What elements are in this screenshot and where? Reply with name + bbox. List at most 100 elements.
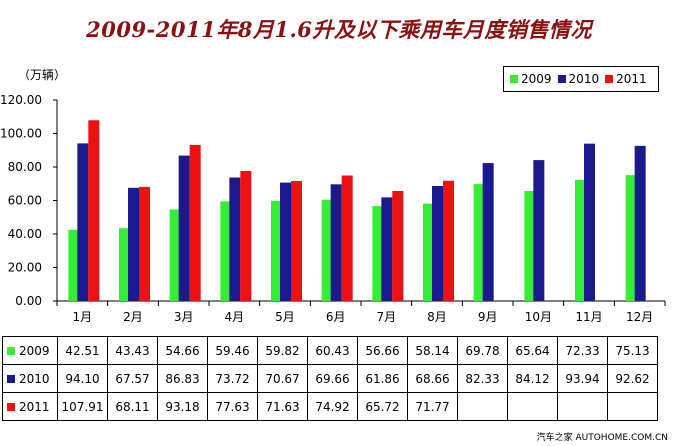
bar-2009 (372, 206, 384, 301)
table-cell (457, 392, 508, 421)
bar-2010 (482, 163, 494, 301)
y-tick-label: 20.00 (8, 261, 42, 275)
table-cell: 74.92 (307, 392, 358, 421)
table-cell: 72.33 (557, 336, 608, 365)
bar-2010 (77, 143, 89, 301)
bar-2010 (330, 184, 342, 301)
bar-2011 (189, 144, 201, 301)
bar-2009 (423, 203, 434, 301)
x-tick-label: 8月 (427, 310, 447, 324)
row-swatch (7, 347, 15, 355)
x-tick-label: 5月 (275, 310, 295, 324)
bar-2009 (169, 209, 181, 301)
table-row: 2009 42.51 43.43 54.66 59.46 59.82 60.43 56.66 5… (2, 336, 658, 365)
row-label: 2011 (19, 399, 50, 414)
bar-2010 (128, 187, 139, 301)
bar-2010 (381, 197, 393, 301)
bar-2009 (271, 200, 282, 301)
row-label: 2009 (19, 343, 50, 358)
data-table: 2009 42.51 43.43 54.66 59.46 59.82 60.43 56.66 5… (2, 336, 658, 421)
x-tick-label: 4月 (225, 310, 245, 324)
bar-2011 (88, 120, 100, 301)
table-cell: 71.77 (407, 392, 458, 421)
table-cell: 59.46 (207, 336, 258, 365)
bar-2011 (240, 170, 252, 301)
legend-swatch (510, 75, 518, 83)
table-cell: 43.43 (107, 336, 158, 365)
y-tick-label: 120.00 (0, 93, 42, 107)
table-cell: 84.12 (507, 364, 558, 393)
bar-2010 (432, 185, 443, 301)
y-tick-label: 0.00 (15, 294, 42, 308)
table-cell: 67.57 (107, 364, 158, 393)
bar-2009 (119, 228, 130, 301)
table-cell: 75.13 (607, 336, 658, 365)
x-tick-label: 2月 (123, 310, 143, 324)
bar-2011 (392, 190, 404, 301)
legend-swatch (557, 75, 566, 83)
table-cell: 69.66 (307, 364, 358, 393)
row-swatch (7, 375, 15, 383)
bar-2009 (68, 229, 80, 301)
x-tick-label: 3月 (174, 310, 194, 324)
legend-item: 2010 (557, 72, 600, 86)
table-cell: 54.66 (157, 336, 208, 365)
y-tick-label: 60.00 (8, 194, 42, 208)
table-cell: 58.14 (407, 336, 458, 365)
x-tick-label: 11月 (575, 310, 602, 324)
table-cell: 71.63 (257, 392, 308, 421)
x-tick-label: 10月 (525, 310, 552, 324)
row-header: 2011 (2, 392, 58, 421)
table-cell: 65.64 (507, 336, 558, 365)
bar-2011 (139, 186, 150, 301)
table-cell (507, 392, 558, 421)
table-cell: 69.78 (457, 336, 508, 365)
table-cell: 56.66 (357, 336, 408, 365)
bar-2011 (341, 175, 353, 301)
row-label: 2010 (19, 371, 50, 386)
legend-label: 2009 (521, 72, 552, 86)
table-cell: 92.62 (607, 364, 658, 393)
bar-2010 (584, 143, 595, 301)
table-cell: 61.86 (357, 364, 408, 393)
bar-2009 (220, 201, 232, 301)
bar-2009 (625, 175, 637, 301)
table-cell: 73.72 (207, 364, 258, 393)
bar-2010 (634, 145, 646, 301)
table-cell: 93.94 (557, 364, 608, 393)
table-cell: 60.43 (307, 336, 358, 365)
table-cell: 70.67 (257, 364, 308, 393)
bar-2011 (443, 180, 454, 301)
x-tick-label: 7月 (377, 310, 397, 324)
x-tick-label: 9月 (478, 310, 498, 324)
x-tick-label: 6月 (326, 310, 346, 324)
bar-2010 (280, 182, 291, 301)
x-tick-label: 1月 (73, 310, 93, 324)
y-axis-unit: （万辆） (18, 68, 67, 82)
table-cell: 65.72 (357, 392, 408, 421)
bar-2009 (575, 179, 586, 301)
chart-title: 2009-2011年8月1.6升及以下乘用车月度销售情况 (86, 17, 592, 42)
legend-item: 2009 (510, 72, 552, 86)
table-cell: 59.82 (257, 336, 308, 365)
bar-2011 (291, 181, 302, 301)
bar-2009 (524, 191, 536, 301)
table-row: 2010 94.10 67.57 86.83 73.72 70.67 69.66 61.86 6… (2, 364, 658, 393)
table-cell (607, 392, 658, 421)
row-header: 2009 (2, 336, 58, 365)
table-cell: 86.83 (157, 364, 208, 393)
table-cell: 94.10 (57, 364, 108, 393)
y-tick-label: 80.00 (8, 160, 42, 174)
table-cell: 68.11 (107, 392, 158, 421)
legend-label: 2010 (568, 72, 600, 86)
table-cell: 82.33 (457, 364, 508, 393)
bar-2010 (533, 160, 545, 301)
y-tick-label: 40.00 (8, 227, 42, 241)
table-cell: 77.63 (207, 392, 258, 421)
chart-legend: 2009 2010 2011 (503, 66, 659, 92)
bar-2009 (321, 199, 333, 301)
y-tick-label: 100.00 (0, 127, 42, 141)
table-cell (557, 392, 608, 421)
bar-2009 (473, 184, 485, 301)
legend-item: 2011 (605, 72, 647, 86)
